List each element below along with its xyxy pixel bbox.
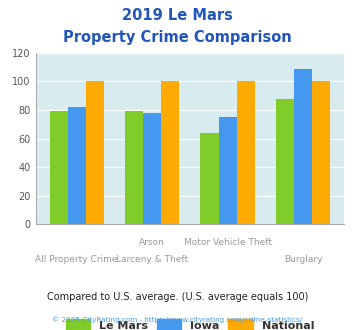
Bar [68, 107, 86, 224]
Text: Burglary: Burglary [284, 255, 322, 264]
Text: Property Crime Comparison: Property Crime Comparison [63, 30, 292, 45]
Bar [276, 99, 294, 224]
Text: Motor Vehicle Theft: Motor Vehicle Theft [184, 238, 272, 247]
Bar [219, 117, 237, 224]
Bar [125, 112, 143, 224]
Text: Arson: Arson [139, 238, 165, 247]
Bar [50, 112, 68, 224]
Bar [143, 113, 161, 224]
Bar [294, 69, 312, 224]
Bar [312, 82, 330, 224]
Text: 2019 Le Mars: 2019 Le Mars [122, 8, 233, 23]
Text: Compared to U.S. average. (U.S. average equals 100): Compared to U.S. average. (U.S. average … [47, 292, 308, 302]
Bar [201, 133, 219, 224]
Bar [237, 82, 255, 224]
Bar [86, 82, 104, 224]
Text: All Property Crime: All Property Crime [36, 255, 118, 264]
Text: Larceny & Theft: Larceny & Theft [116, 255, 188, 264]
Text: © 2025 CityRating.com - https://www.cityrating.com/crime-statistics/: © 2025 CityRating.com - https://www.city… [53, 317, 302, 323]
Bar [161, 82, 179, 224]
Legend: Le Mars, Iowa, National: Le Mars, Iowa, National [66, 319, 314, 330]
